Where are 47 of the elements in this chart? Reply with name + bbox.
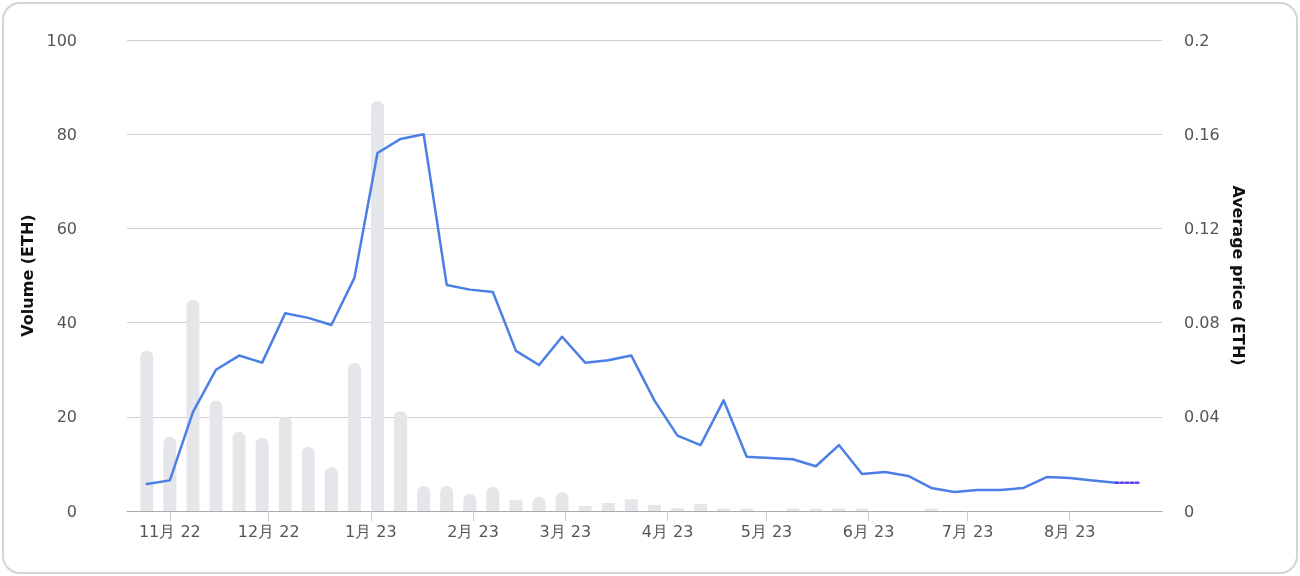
bar — [670, 508, 684, 511]
bar — [624, 499, 638, 511]
bar — [163, 437, 177, 511]
bar — [209, 400, 223, 511]
x-tick-label: 4月 23 — [641, 521, 694, 541]
bar — [394, 411, 408, 511]
line-series — [145, 132, 1118, 494]
x-tick-label: 6月 23 — [842, 521, 895, 541]
bar — [301, 446, 315, 511]
x-tick-label: 5月 23 — [740, 521, 793, 541]
bar — [509, 500, 523, 511]
y-tick-label: 60 — [56, 218, 77, 238]
bar — [440, 486, 454, 511]
x-tick-label: 3月 23 — [539, 521, 592, 541]
y2-axis-title: Average price (ETH) — [1229, 185, 1249, 366]
bar — [578, 505, 592, 511]
y2-tick-label: 0.2 — [1184, 30, 1210, 50]
x-tick-label: 2月 23 — [447, 521, 499, 541]
bar — [371, 101, 385, 511]
y2-tick-label: 0.08 — [1184, 313, 1220, 333]
y-tick-label: 80 — [56, 124, 77, 144]
y-tick-label: 40 — [56, 313, 77, 333]
bar — [417, 486, 431, 511]
y-tick-label: 100 — [46, 30, 77, 50]
x-tick-label: 7月 23 — [941, 521, 994, 541]
y2-tick-label: 0.04 — [1184, 407, 1220, 427]
bar — [186, 299, 200, 511]
bar — [694, 503, 708, 511]
x-tick-label: 8月 23 — [1043, 521, 1096, 541]
y-axis-title: Volume (ETH) — [18, 214, 38, 337]
y-tick-label: 20 — [56, 407, 77, 427]
x-tick-label: 12月 22 — [237, 521, 300, 541]
bar — [278, 416, 292, 511]
bar — [324, 467, 338, 511]
y2-tick-label: 0.12 — [1184, 218, 1220, 238]
bar — [255, 438, 269, 511]
bar — [601, 502, 615, 511]
bar — [647, 504, 661, 511]
x-tick-label: 1月 23 — [345, 521, 397, 541]
y-tick-label: 0 — [66, 501, 77, 521]
bar — [232, 431, 246, 511]
x-tick-label: 11月 22 — [138, 521, 201, 541]
y2-tick-label: 0 — [1184, 501, 1195, 521]
bar — [347, 363, 361, 511]
bar — [140, 350, 154, 511]
y2-tick-label: 0.16 — [1184, 124, 1220, 144]
bar — [486, 486, 500, 511]
